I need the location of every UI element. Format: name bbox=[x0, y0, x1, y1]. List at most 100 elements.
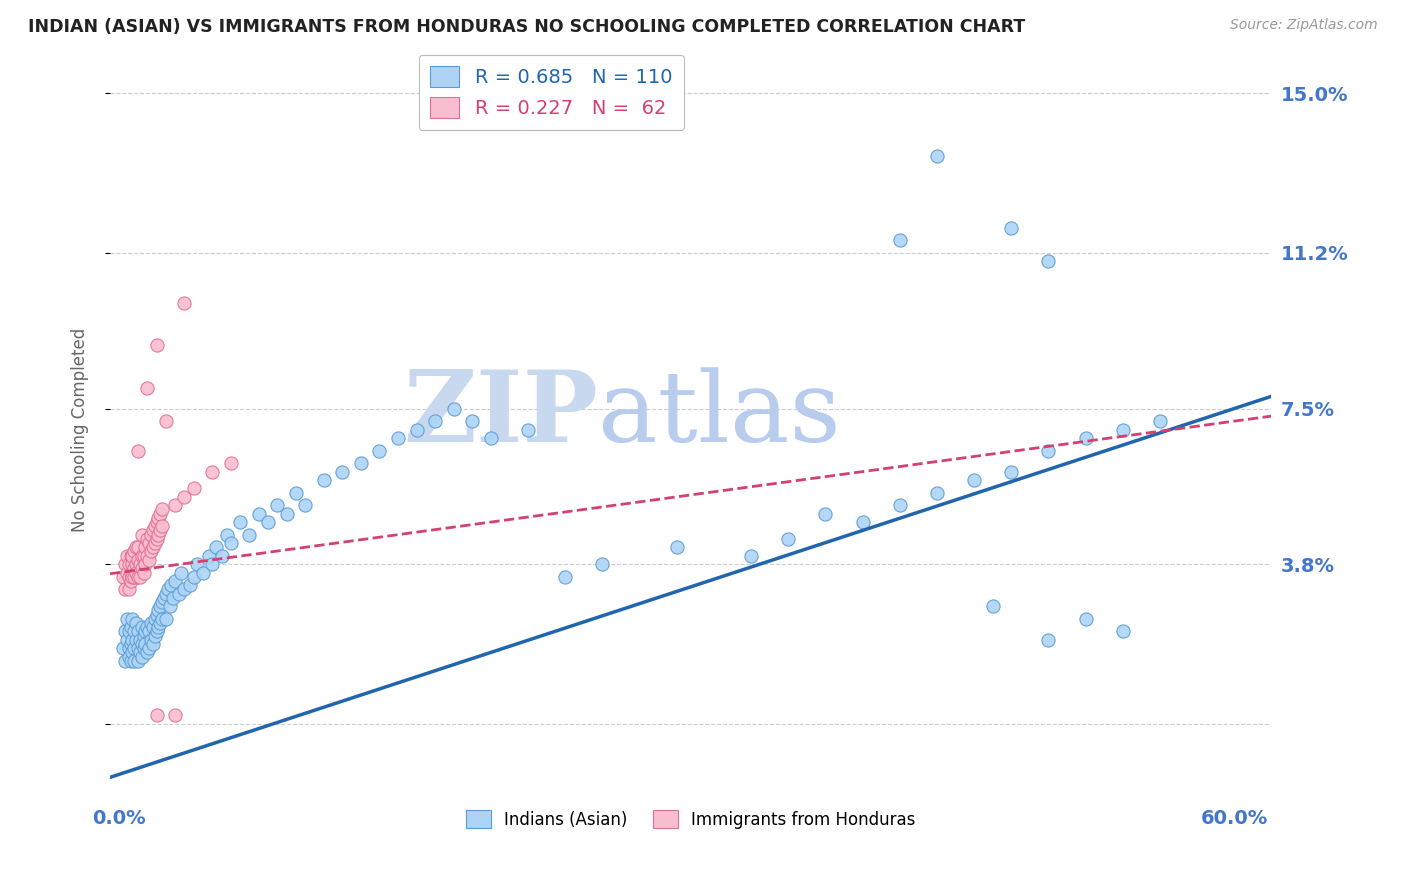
Point bbox=[387, 431, 409, 445]
Point bbox=[125, 632, 148, 647]
Point bbox=[162, 591, 184, 605]
Point bbox=[118, 641, 141, 656]
Point bbox=[554, 570, 576, 584]
Point bbox=[665, 541, 688, 555]
Point bbox=[143, 629, 166, 643]
Point bbox=[128, 645, 150, 659]
Point bbox=[219, 536, 242, 550]
Point bbox=[368, 443, 391, 458]
Point bbox=[247, 507, 270, 521]
Point bbox=[145, 708, 167, 723]
Point bbox=[127, 654, 149, 668]
Point bbox=[128, 557, 150, 571]
Point bbox=[134, 541, 156, 555]
Point bbox=[127, 570, 149, 584]
Point bbox=[121, 632, 143, 647]
Point bbox=[136, 380, 159, 394]
Point bbox=[165, 708, 187, 723]
Point bbox=[127, 541, 149, 555]
Legend: Indians (Asian), Immigrants from Honduras: Indians (Asian), Immigrants from Hondura… bbox=[460, 804, 922, 836]
Point bbox=[1000, 220, 1022, 235]
Point bbox=[1112, 624, 1135, 639]
Point bbox=[229, 515, 252, 529]
Point bbox=[125, 566, 148, 580]
Point bbox=[211, 549, 233, 563]
Point bbox=[1149, 414, 1171, 428]
Point bbox=[425, 414, 447, 428]
Point bbox=[145, 607, 167, 622]
Point bbox=[134, 557, 156, 571]
Text: INDIAN (ASIAN) VS IMMIGRANTS FROM HONDURAS NO SCHOOLING COMPLETED CORRELATION CH: INDIAN (ASIAN) VS IMMIGRANTS FROM HONDUR… bbox=[28, 18, 1025, 36]
Point bbox=[114, 582, 136, 597]
Point bbox=[132, 566, 155, 580]
Point bbox=[125, 557, 148, 571]
Point bbox=[173, 296, 195, 310]
Point bbox=[134, 624, 156, 639]
Point bbox=[125, 541, 148, 555]
Point bbox=[183, 482, 205, 496]
Point bbox=[814, 507, 837, 521]
Point bbox=[143, 519, 166, 533]
Point bbox=[132, 549, 155, 563]
Point bbox=[138, 624, 160, 639]
Point bbox=[889, 498, 911, 512]
Point bbox=[149, 615, 172, 630]
Point bbox=[150, 595, 173, 609]
Point bbox=[159, 599, 181, 614]
Point bbox=[148, 511, 170, 525]
Point bbox=[122, 544, 145, 558]
Point bbox=[205, 541, 228, 555]
Point bbox=[155, 612, 177, 626]
Point bbox=[134, 637, 156, 651]
Point bbox=[139, 632, 162, 647]
Point bbox=[591, 557, 613, 571]
Point bbox=[136, 532, 159, 546]
Point bbox=[201, 557, 224, 571]
Text: atlas: atlas bbox=[598, 367, 841, 463]
Point bbox=[219, 456, 242, 470]
Point bbox=[128, 632, 150, 647]
Point bbox=[120, 574, 142, 588]
Point bbox=[201, 465, 224, 479]
Point bbox=[217, 527, 239, 541]
Point bbox=[122, 570, 145, 584]
Point bbox=[112, 570, 135, 584]
Point bbox=[1112, 423, 1135, 437]
Point bbox=[122, 654, 145, 668]
Point bbox=[143, 536, 166, 550]
Point bbox=[118, 570, 141, 584]
Point bbox=[120, 620, 142, 634]
Point bbox=[461, 414, 484, 428]
Point bbox=[128, 570, 150, 584]
Point bbox=[145, 532, 167, 546]
Point bbox=[136, 645, 159, 659]
Point bbox=[122, 624, 145, 639]
Point bbox=[479, 431, 502, 445]
Point bbox=[889, 233, 911, 247]
Point bbox=[1038, 254, 1060, 268]
Point bbox=[139, 544, 162, 558]
Point bbox=[276, 507, 298, 521]
Point bbox=[257, 515, 280, 529]
Point bbox=[136, 620, 159, 634]
Point bbox=[1074, 431, 1097, 445]
Point bbox=[149, 507, 172, 521]
Point bbox=[1000, 465, 1022, 479]
Point bbox=[443, 401, 465, 416]
Point bbox=[925, 485, 948, 500]
Point bbox=[132, 629, 155, 643]
Point bbox=[1038, 443, 1060, 458]
Point bbox=[1038, 632, 1060, 647]
Point bbox=[115, 632, 138, 647]
Point bbox=[160, 578, 183, 592]
Point bbox=[148, 527, 170, 541]
Point bbox=[114, 654, 136, 668]
Point bbox=[139, 527, 162, 541]
Point bbox=[112, 641, 135, 656]
Text: Source: ZipAtlas.com: Source: ZipAtlas.com bbox=[1230, 18, 1378, 32]
Point bbox=[118, 557, 141, 571]
Point bbox=[131, 637, 153, 651]
Point bbox=[145, 338, 167, 352]
Point bbox=[118, 624, 141, 639]
Point bbox=[131, 549, 153, 563]
